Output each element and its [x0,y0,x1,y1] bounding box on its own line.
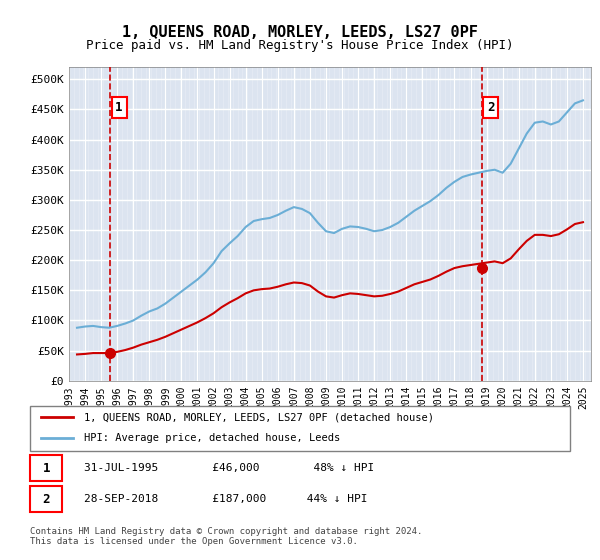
Text: Price paid vs. HM Land Registry's House Price Index (HPI): Price paid vs. HM Land Registry's House … [86,39,514,52]
Text: Contains HM Land Registry data © Crown copyright and database right 2024.
This d: Contains HM Land Registry data © Crown c… [30,526,422,546]
FancyBboxPatch shape [30,455,62,481]
Text: HPI: Average price, detached house, Leeds: HPI: Average price, detached house, Leed… [84,433,340,444]
Text: 28-SEP-2018        £187,000      44% ↓ HPI: 28-SEP-2018 £187,000 44% ↓ HPI [84,494,367,504]
Text: 31-JUL-1995        £46,000        48% ↓ HPI: 31-JUL-1995 £46,000 48% ↓ HPI [84,463,374,473]
Text: 2: 2 [43,493,50,506]
Text: 1, QUEENS ROAD, MORLEY, LEEDS, LS27 0PF: 1, QUEENS ROAD, MORLEY, LEEDS, LS27 0PF [122,25,478,40]
FancyBboxPatch shape [30,406,570,451]
Text: 2: 2 [487,101,495,114]
Text: 1: 1 [115,101,123,114]
Text: 1, QUEENS ROAD, MORLEY, LEEDS, LS27 0PF (detached house): 1, QUEENS ROAD, MORLEY, LEEDS, LS27 0PF … [84,412,434,422]
FancyBboxPatch shape [30,486,62,512]
Text: 1: 1 [43,462,50,475]
